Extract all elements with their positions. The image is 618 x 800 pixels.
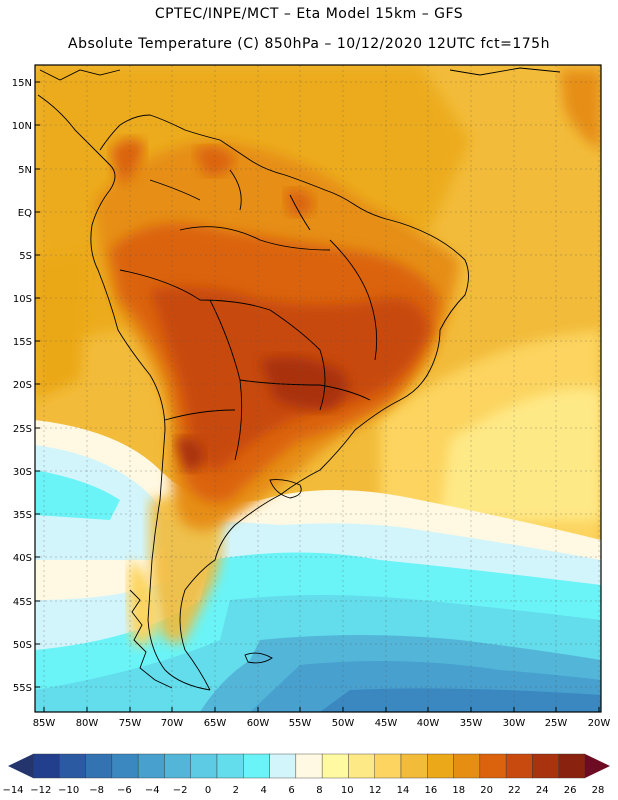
legend-label: 22 [508, 785, 521, 796]
legend-color-box [453, 753, 481, 779]
legend-label: −12 [30, 785, 51, 796]
legend-color-box [111, 753, 139, 779]
legend-color-boxes [32, 753, 586, 779]
legend-label: 24 [536, 785, 549, 796]
lat-label: 45S [13, 597, 32, 608]
legend-color-box [558, 753, 586, 779]
axis-ticks [35, 81, 600, 712]
lat-label: 10S [13, 294, 32, 305]
lat-label: 15N [12, 78, 32, 89]
lat-label: 40S [13, 553, 32, 564]
lat-label: 15S [13, 337, 32, 348]
lat-label: 35S [13, 510, 32, 521]
legend-label: 4 [261, 785, 267, 796]
legend-color-box [59, 753, 86, 779]
longitude-labels: 85W 80W 75W 70W 65W 60W 55W 50W 45W 40W … [33, 718, 611, 729]
legend-label: 6 [288, 785, 294, 796]
lon-label: 55W [289, 718, 312, 729]
lat-label: 55S [13, 683, 32, 694]
lat-label: 5S [19, 251, 32, 262]
legend-color-box [243, 753, 270, 779]
lon-label: 75W [119, 718, 142, 729]
lon-label: 80W [76, 718, 99, 729]
legend-label: 20 [480, 785, 493, 796]
lon-label: 25W [545, 718, 568, 729]
legend-color-box [505, 753, 533, 779]
map-frame [34, 64, 602, 713]
legend-left-arrow [8, 754, 33, 778]
temperature-field [35, 65, 601, 712]
legend-color-box [295, 753, 323, 779]
coastline-borders [37, 67, 561, 691]
legend-label: 14 [397, 785, 410, 796]
legend-color-box [427, 753, 454, 779]
legend-label: −14 [2, 785, 23, 796]
legend-color-box [269, 753, 297, 779]
legend-color-box [479, 753, 507, 779]
legend-color-box [374, 753, 402, 779]
lon-label: 65W [204, 718, 227, 729]
lat-label: 20S [13, 380, 32, 391]
legend-label: 10 [341, 785, 354, 796]
lon-label: 40W [417, 718, 440, 729]
legend-labels: −14 −12 −10 −8 −6 −4 −2 0 2 4 6 8 10 12 14 16 18 20 22 24 26… [2, 785, 604, 796]
legend-label: 0 [205, 785, 211, 796]
lon-label: 70W [161, 718, 184, 729]
legend-color-box [400, 753, 428, 779]
lat-label: 25S [13, 424, 32, 435]
legend-label: −6 [117, 785, 132, 796]
legend-label: 12 [369, 785, 382, 796]
legend-color-box [137, 753, 165, 779]
lon-label: 50W [332, 718, 355, 729]
legend-color-box [85, 753, 113, 779]
lat-label: 50S [13, 640, 32, 651]
title-line-1: CPTEC/INPE/MCT – Eta Model 15km – GFS [154, 6, 464, 22]
legend-label: −10 [58, 785, 79, 796]
legend-label: 28 [592, 785, 605, 796]
legend-label: −4 [145, 785, 160, 796]
legend-label: 26 [564, 785, 577, 796]
legend-label: −2 [173, 785, 188, 796]
lat-label: 10N [12, 121, 32, 132]
title-line-2: Absolute Temperature (C) 850hPa – 10/12/… [68, 36, 550, 52]
color-legend: −14 −12 −10 −8 −6 −4 −2 0 2 4 6 8 10 12 14 16 18 20 22 24 26… [2, 753, 610, 796]
legend-label: 16 [424, 785, 437, 796]
legend-color-box [190, 753, 218, 779]
lon-label: 20W [588, 718, 611, 729]
lat-lon-grid [35, 65, 601, 712]
lat-label: 5N [18, 165, 32, 176]
lat-label: 30S [13, 467, 32, 478]
legend-color-box [32, 753, 60, 779]
lon-label: 30W [503, 718, 526, 729]
legend-right-arrow [585, 754, 610, 778]
lat-label: EQ [18, 208, 32, 219]
legend-color-box [348, 753, 375, 779]
legend-color-box [164, 753, 191, 779]
legend-color-box [216, 753, 244, 779]
legend-label: 18 [452, 785, 465, 796]
latitude-labels: 15N 10N 5N EQ 5S 10S 15S 20S 25S 30S 35S… [12, 78, 32, 694]
lon-label: 35W [460, 718, 483, 729]
legend-label: −8 [89, 785, 104, 796]
lon-label: 45W [375, 718, 398, 729]
lon-label: 85W [33, 718, 56, 729]
legend-label: 2 [233, 785, 239, 796]
legend-color-box [532, 753, 559, 779]
lon-label: 60W [247, 718, 270, 729]
legend-color-box [321, 753, 349, 779]
legend-label: 8 [316, 785, 322, 796]
